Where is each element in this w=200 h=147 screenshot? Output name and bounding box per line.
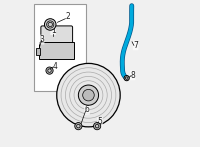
- Text: 7: 7: [133, 41, 138, 50]
- FancyBboxPatch shape: [41, 26, 73, 46]
- Bar: [34, 4, 86, 91]
- Circle shape: [83, 89, 94, 101]
- Circle shape: [44, 19, 56, 30]
- Bar: [39, 42, 74, 59]
- Text: 3: 3: [39, 35, 44, 44]
- Circle shape: [95, 124, 99, 128]
- Circle shape: [124, 76, 129, 81]
- Circle shape: [75, 123, 82, 130]
- Circle shape: [48, 69, 51, 72]
- Circle shape: [46, 67, 53, 74]
- Circle shape: [125, 77, 128, 79]
- Circle shape: [94, 123, 101, 130]
- Text: 5: 5: [98, 117, 102, 126]
- Text: 8: 8: [130, 71, 135, 80]
- Text: 4: 4: [52, 62, 57, 71]
- Text: 6: 6: [85, 106, 89, 115]
- Circle shape: [57, 63, 120, 127]
- Text: 2: 2: [66, 12, 71, 21]
- Text: 1: 1: [51, 26, 56, 35]
- Bar: [36, 47, 40, 55]
- Circle shape: [78, 85, 99, 105]
- Circle shape: [77, 124, 80, 128]
